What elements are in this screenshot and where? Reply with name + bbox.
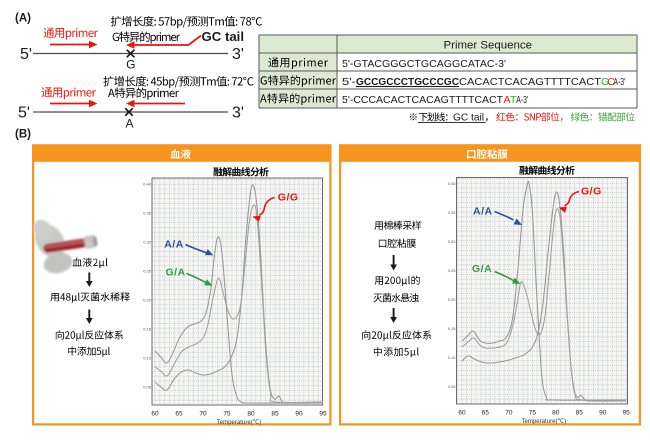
svg-text:85: 85 [576, 410, 584, 417]
svg-text:): ) [564, 418, 566, 425]
svg-text:3': 3' [232, 46, 244, 63]
svg-text:0.40: 0.40 [143, 182, 152, 187]
svg-text:5': 5' [18, 105, 30, 122]
svg-text:G/G: G/G [278, 192, 299, 204]
svg-text:Temperature(: Temperature( [522, 418, 559, 425]
svg-text:(B): (B) [15, 129, 31, 141]
svg-text:GC tail: GC tail [453, 113, 484, 124]
svg-text:70: 70 [199, 411, 207, 418]
svg-text:0.10: 0.10 [143, 356, 152, 361]
svg-text:): ) [259, 419, 261, 426]
svg-text:90: 90 [599, 410, 607, 417]
svg-text:A/A: A/A [473, 206, 493, 218]
svg-text:5'-GTACGGGCTGCAGGCATAC-3': 5'-GTACGGGCTGCAGGCATAC-3' [342, 58, 506, 70]
svg-text:Temperature(: Temperature( [217, 419, 254, 426]
svg-text:G/G: G/G [581, 186, 602, 198]
svg-text:0.25: 0.25 [448, 268, 457, 273]
svg-text:60: 60 [151, 411, 159, 418]
svg-text:GC tail: GC tail [202, 30, 245, 44]
svg-text:95: 95 [319, 411, 327, 418]
svg-text:0.05: 0.05 [143, 385, 152, 390]
svg-text:0.05: 0.05 [448, 384, 457, 389]
svg-text:60: 60 [458, 410, 466, 417]
svg-text:G: G [126, 58, 135, 72]
svg-text:75: 75 [223, 411, 231, 418]
svg-text:0.15: 0.15 [448, 326, 457, 331]
svg-text:5'-GCCGCCCTGCCCGCCACACTCACAGTT: 5'-GCCGCCCTGCCCGCCACACTCACAGTTTTCACTGCA-… [342, 76, 625, 88]
svg-text:80: 80 [552, 410, 560, 417]
svg-text:70: 70 [505, 410, 513, 417]
svg-text:Primer Sequence: Primer Sequence [444, 39, 533, 51]
svg-text:85: 85 [271, 411, 279, 418]
svg-text:80: 80 [247, 411, 255, 418]
svg-text:0.40: 0.40 [448, 181, 457, 186]
svg-text:0.25: 0.25 [143, 269, 152, 274]
svg-text:0.20: 0.20 [448, 297, 457, 302]
svg-text:0.35: 0.35 [143, 211, 152, 216]
svg-text:65: 65 [175, 411, 183, 418]
svg-text:90: 90 [295, 411, 303, 418]
svg-text:0.35: 0.35 [448, 210, 457, 215]
svg-text:A: A [125, 117, 133, 131]
svg-text:0.30: 0.30 [143, 240, 152, 245]
svg-text:95: 95 [622, 410, 630, 417]
svg-text:65: 65 [482, 410, 490, 417]
svg-text:(A): (A) [15, 13, 31, 25]
svg-text:5'-CCCACACTCACAGTTTTCACTATA-3': 5'-CCCACACTCACAGTTTTCACTATA-3' [342, 94, 528, 106]
svg-text:A/A: A/A [164, 239, 184, 251]
svg-text:0.20: 0.20 [143, 298, 152, 303]
svg-text:0.15: 0.15 [143, 327, 152, 332]
svg-text:0.10: 0.10 [448, 355, 457, 360]
svg-text:75: 75 [529, 410, 537, 417]
svg-text:G/A: G/A [166, 267, 186, 279]
svg-text:5': 5' [20, 46, 32, 63]
svg-text:3': 3' [232, 105, 244, 122]
svg-text:G/A: G/A [472, 263, 492, 275]
svg-text:0.30: 0.30 [448, 239, 457, 244]
